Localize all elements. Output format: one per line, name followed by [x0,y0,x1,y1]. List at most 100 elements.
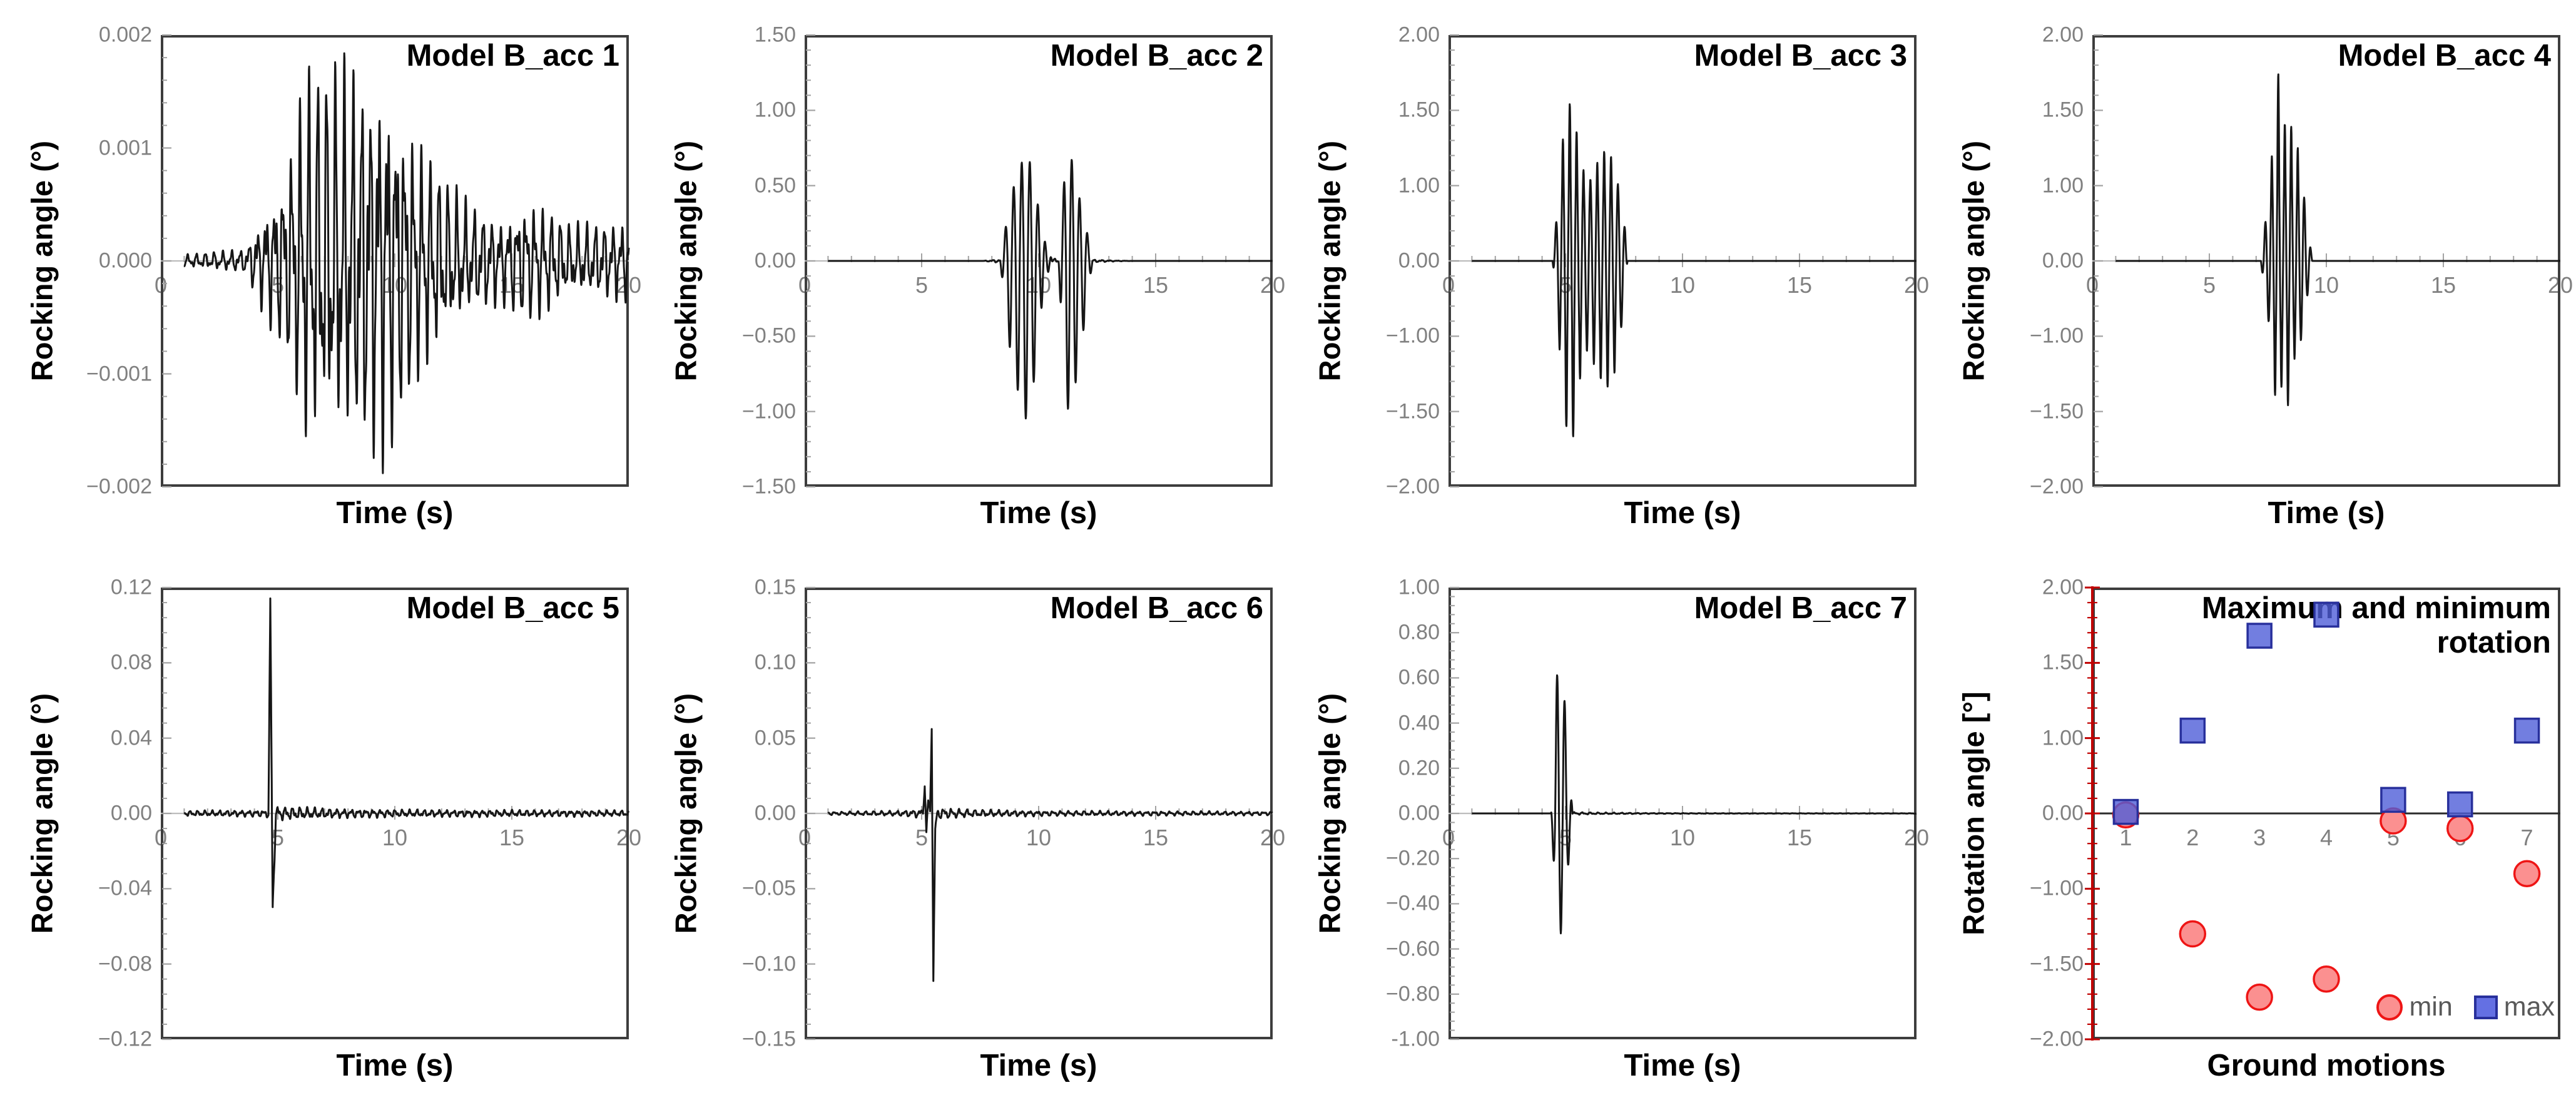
y-tick-label: 0.00 [754,248,796,273]
x-tick-label: 10 [2313,272,2339,298]
x-axis-title: Time (s) [1624,496,1741,530]
y-tick-label: 1.00 [754,98,796,122]
x-axis-title: Ground motions [2207,1049,2446,1082]
panel-title: Model B_acc 7 [1694,591,1907,625]
y-tick-label: 2.00 [2042,575,2084,599]
x-tick-label: 15 [1143,272,1169,298]
y-tick-label: −0.20 [1385,846,1440,870]
x-tick-label: 15 [1786,825,1813,850]
y-tick-label: -1.00 [1391,1027,1440,1051]
chart-panel: Rocking angle (°) 0.12 0.08 0.04 0.00 −0.04−… [1,552,644,1105]
chart-panel: Rocking angle (°) 0.002 0.001 0.000 −0.001−… [1,0,644,552]
x-tick-label: 10 [1669,272,1696,298]
x-tick-labels: 0 5 10 15 20 [1,552,644,1105]
y-tick-label: 1.00 [1398,173,1440,198]
plot-canvas [161,34,630,488]
x-tick-label: 15 [499,825,525,850]
x-axis-title: Time (s) [980,496,1097,530]
y-tick-label: −2.00 [2029,1027,2084,1051]
plot-canvas [805,586,1274,1041]
x-tick-label: 20 [1260,825,1286,850]
x-axis-title: Time (s) [2268,496,2385,530]
chart-panel: Rocking angle (°) 2.00 1.50 1.00 0.00 −1.00−… [1932,0,2576,552]
y-tick-label: −1.00 [741,399,796,424]
y-tick-label: 1.50 [754,23,796,47]
y-tick-labels: 0.15 0.10 0.05 0.00 −0.05 −0.10 −0.15 [644,552,1288,1105]
y-tick-label: 0.50 [754,173,796,198]
y-tick-label: −1.00 [1385,323,1440,348]
x-tick-label: 3 [2253,825,2266,850]
x-tick-label: 20 [616,825,642,850]
x-tick-label: 20 [2547,272,2573,298]
y-tick-label: 0.20 [1398,756,1440,780]
y-tick-label: −0.05 [741,876,796,900]
x-tick-label: 2 [2186,825,2199,850]
y-tick-label: 1.50 [1398,98,1440,122]
y-tick-label: −0.04 [98,876,152,900]
y-tick-label: −0.40 [1385,891,1440,915]
x-tick-label: 10 [382,272,408,298]
y-tick-label: 0.000 [98,248,152,273]
chart-panel: Rotation angle [°] 2.00 1.50 1.00 0.00 −1.00… [1932,552,2576,1105]
legend-min-label: min [2409,992,2453,1022]
y-tick-label: −0.15 [741,1027,796,1051]
y-tick-label: 2.00 [1398,23,1440,47]
y-tick-labels: 0.12 0.08 0.04 0.00 −0.04 −0.08 −0.12 [1,552,644,1105]
panel-title-line: Maximum and minimum [2201,591,2551,625]
y-tick-label: 1.00 [1398,575,1440,599]
y-tick-label: 0.001 [98,136,152,160]
y-tick-label: 0.05 [754,726,796,750]
y-tick-label: 0.60 [1398,665,1440,690]
legend-max-label: max [2503,992,2555,1022]
chart-panel: Rocking angle (°) 2.00 1.50 1.00 0.00 −1.00−… [1288,0,1932,552]
plot-canvas [2092,34,2562,488]
x-axis-title: Time (s) [336,496,454,530]
y-tick-label: 0.80 [1398,620,1440,644]
y-tick-label: −0.001 [86,362,152,385]
y-tick-label: 1.50 [2042,98,2084,122]
x-tick-label: 20 [616,272,642,298]
y-tick-label: −1.00 [2029,876,2084,900]
y-tick-label: −2.00 [1385,474,1440,499]
panel-title: Model B_acc 3 [1694,39,1907,73]
y-tick-label: −0.002 [86,474,152,499]
y-tick-label: 0.08 [110,650,152,675]
y-tick-label: −1.00 [2029,323,2084,348]
panel-title: Maximum and minimum rotation [2202,591,2551,660]
chart-panel: Rocking angle (°) 1.00 0.80 0.60 0.40 0.20 0.… [1288,552,1932,1105]
y-tick-labels: 2.00 1.50 1.00 0.00 −1.00 −1.50 −2.00 [1932,552,2576,1105]
x-axis-title: Time (s) [336,1049,454,1082]
plot-canvas [1448,586,1918,1041]
y-tick-label: 0.10 [754,650,796,675]
y-tick-label: 0.002 [98,23,152,47]
y-tick-label: −0.10 [741,952,796,976]
plot-canvas [161,586,630,1041]
panel-title: Model B_acc 2 [1050,39,1263,73]
chart-panel: Rocking angle (°) 0.15 0.10 0.05 0.00 −0.05−… [644,552,1288,1105]
x-tick-label: 20 [1260,272,1286,298]
y-tick-label: 0.00 [2042,248,2084,273]
y-tick-label: −0.08 [98,952,152,976]
y-tick-label: 1.00 [2042,173,2084,198]
x-tick-label: 15 [2430,272,2456,298]
y-tick-label: 0.40 [1398,711,1440,735]
panel-title: Model B_acc 6 [1050,591,1263,625]
y-tick-label: 0.00 [110,801,152,825]
x-axis-title: Time (s) [980,1049,1097,1082]
x-tick-label: 10 [382,825,408,850]
y-tick-label: 2.00 [2042,23,2084,47]
y-tick-label: −0.50 [741,323,796,348]
y-tick-labels: 0.002 0.001 0.000 −0.001 −0.002 [1,0,644,552]
legend: min max [2376,992,2555,1022]
y-tick-label: −1.50 [741,474,796,499]
panel-title: Model B_acc 5 [406,591,619,625]
plot-canvas [2085,586,2560,1041]
y-tick-label: 1.00 [2042,726,2084,750]
y-tick-label: 0.04 [110,726,152,750]
min-circle-icon [2376,994,2403,1021]
y-tick-label: 0.12 [110,575,152,599]
x-tick-label: 15 [1143,825,1169,850]
x-axis-title: Time (s) [1624,1049,1741,1082]
y-tick-label: −0.60 [1385,937,1440,961]
